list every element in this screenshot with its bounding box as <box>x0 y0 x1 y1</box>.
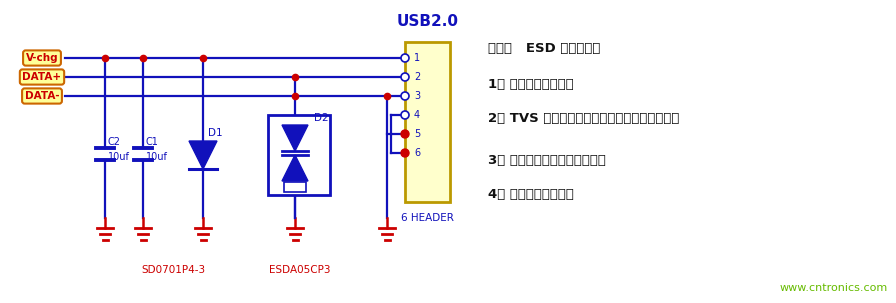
Text: 10uf: 10uf <box>108 152 130 162</box>
Bar <box>284 182 306 192</box>
Text: 3: 3 <box>414 91 420 101</box>
Text: 备注：   ESD 选型原则：: 备注： ESD 选型原则： <box>488 42 600 55</box>
Circle shape <box>401 149 409 157</box>
Text: 10uf: 10uf <box>146 152 168 162</box>
Text: 2: 2 <box>414 72 420 82</box>
Polygon shape <box>282 125 308 151</box>
Text: 6: 6 <box>414 148 420 158</box>
Text: 4: 4 <box>414 110 420 120</box>
Text: 5: 5 <box>414 129 420 139</box>
Text: USB2.0: USB2.0 <box>397 15 459 29</box>
Polygon shape <box>282 155 308 181</box>
Text: 2、 TVS 的击穿电压大于电路的最大工作电压；: 2、 TVS 的击穿电压大于电路的最大工作电压； <box>488 112 679 125</box>
Text: www.cntronics.com: www.cntronics.com <box>780 283 888 293</box>
Polygon shape <box>189 141 217 169</box>
Bar <box>268 115 330 195</box>
Text: D1: D1 <box>208 128 222 138</box>
Text: 3、 选择符合测试要求的功率；: 3、 选择符合测试要求的功率； <box>488 154 606 167</box>
Bar <box>405 42 450 202</box>
Text: 1、 选择合适的封装；: 1、 选择合适的封装； <box>488 78 573 92</box>
Text: C2: C2 <box>108 137 121 147</box>
Circle shape <box>401 54 409 62</box>
Text: DATA+: DATA+ <box>22 72 62 82</box>
Text: D2: D2 <box>314 113 329 123</box>
Text: 6 HEADER: 6 HEADER <box>401 213 454 223</box>
Text: C1: C1 <box>146 137 159 147</box>
Circle shape <box>401 92 409 100</box>
Circle shape <box>401 73 409 81</box>
Text: 1: 1 <box>414 53 420 63</box>
Circle shape <box>401 111 409 119</box>
Text: V-chg: V-chg <box>26 53 58 63</box>
Circle shape <box>401 130 409 138</box>
Text: DATA-: DATA- <box>25 91 59 101</box>
Text: ESDA05CP3: ESDA05CP3 <box>270 265 331 275</box>
Text: SD0701P4-3: SD0701P4-3 <box>141 265 205 275</box>
Text: 4、 选择算位较小的。: 4、 选择算位较小的。 <box>488 188 573 201</box>
